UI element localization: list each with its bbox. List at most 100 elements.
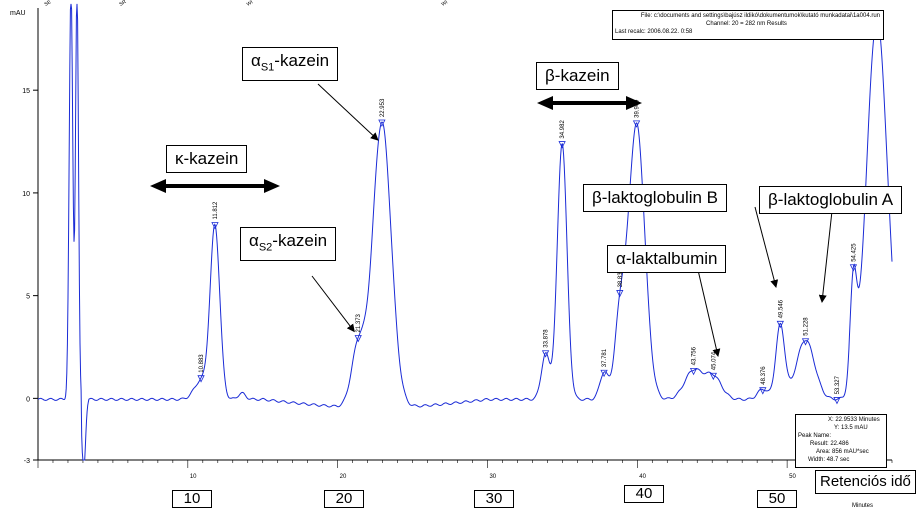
y-tick-label: 10: [22, 191, 30, 198]
cursor-y: Y: 13.5 mAU: [834, 425, 868, 431]
label-as1-main: α: [251, 51, 261, 70]
peak-label: 21.373: [356, 313, 362, 332]
peak-marker: [197, 375, 205, 383]
peak-marker: [801, 338, 810, 346]
x-box-10: 10: [172, 490, 212, 508]
x-box-50: 50: [757, 490, 797, 508]
peak-label: 38.831: [618, 268, 624, 287]
x-tick-label: 20: [340, 474, 347, 480]
x-tick-label: 50: [789, 474, 796, 480]
label-as2-main: α: [249, 231, 259, 250]
cursor-info-box: X: 22.9533 Minutes Y: 13.5 mAU Peak Name…: [795, 414, 887, 468]
peak-label: 33.878: [544, 329, 550, 348]
chart-ticks: -3 0 5 10 15 10 20 30 40 50: [22, 88, 893, 480]
cursor-result: Result: 22.486: [810, 441, 849, 447]
label-alac-text: α-laktalbumin: [616, 249, 718, 268]
top-event-markers: SE SR WI WI: [43, 0, 448, 8]
peak-marker: [541, 350, 550, 358]
peak-marker: [632, 120, 641, 128]
y-axis-unit: mAU: [10, 10, 26, 17]
peak-label: 45.074: [711, 351, 717, 370]
peak-marker: [558, 141, 566, 149]
peak-label: 39.949: [635, 99, 641, 118]
peak-marker: [616, 290, 624, 298]
peak-marker: [759, 387, 767, 395]
peak-label: 48.376: [761, 366, 767, 385]
label-as1-sub: S1: [260, 61, 275, 74]
top-marker-label: SR: [118, 0, 127, 8]
top-marker-label: SE: [43, 0, 52, 8]
kappa-double-arrow-right-head: [264, 179, 280, 193]
label-blg-a: β-laktoglobulin A: [759, 186, 903, 214]
label-blg-b: β-laktoglobulin B: [583, 184, 728, 212]
beta-double-arrow-left-head: [537, 96, 553, 110]
x-tick-label: 40: [639, 474, 646, 480]
cursor-width: Width: 48.7 sec: [808, 457, 850, 463]
y-tick-label: 15: [22, 88, 30, 95]
peak-marker: [211, 222, 219, 230]
as2-arrow: [311, 275, 355, 333]
label-beta-text: β-kazein: [545, 66, 610, 85]
label-beta-casein: β-kazein: [536, 62, 619, 90]
run-info-box: File: c:\documents and settings\bajúsz i…: [612, 10, 884, 40]
y-tick-label: -3: [24, 458, 30, 465]
cursor-area: Area: 856 mAU*sec: [816, 449, 869, 455]
x-tick-label: 10: [190, 474, 197, 480]
peak-label: 37.781: [602, 348, 608, 367]
peak-marker: [833, 397, 841, 405]
alac-arrow: [697, 269, 721, 357]
blg-b-arrow: [754, 206, 779, 288]
label-kappa-text: κ-kazein: [175, 149, 239, 168]
peak-label: 10.883: [199, 354, 205, 373]
peak-marker: [689, 367, 698, 376]
run-info-file: File: c:\documents and settings\bajúsz i…: [640, 13, 880, 19]
peak-marker: [354, 335, 362, 343]
cursor-x: X: 22.9533 Minutes: [828, 417, 880, 423]
chart-axes: [37, 8, 892, 461]
annotation-arrows: [150, 83, 833, 357]
y-tick-label: 0: [26, 396, 30, 403]
label-kappa-casein: κ-kazein: [166, 145, 248, 173]
run-info-recalc: Last recalc: 2006.08.22. 0:58: [615, 29, 693, 35]
top-marker-label: WI: [441, 0, 449, 8]
peak-label: 11.812: [213, 201, 219, 220]
trace-line: [37, 3, 893, 461]
peak-marker: [849, 264, 858, 272]
label-as1-tail: -kazein: [274, 51, 330, 70]
beta-double-arrow-right-head: [626, 96, 642, 110]
top-marker-label: WI: [246, 0, 254, 8]
peak-label: 53.327: [835, 375, 841, 394]
blg-a-arrow: [818, 210, 833, 303]
run-info-channel: Channel: 20 = 282 nm Results: [706, 21, 787, 27]
label-as2-casein: αS2-kazein: [240, 227, 337, 262]
label-blg-b-text: β-laktoglobulin B: [592, 188, 719, 207]
label-as2-tail: -kazein: [272, 231, 328, 250]
label-blg-a-text: β-laktoglobulin A: [768, 190, 894, 209]
label-as2-sub: S2: [258, 241, 273, 254]
peak-label: 22.953: [380, 98, 386, 117]
peak-marker: [776, 320, 784, 329]
x-axis-unit: Minutes: [852, 503, 874, 509]
peak-label: 51.228: [804, 317, 810, 336]
peak-markers: 10.883 11.812 21.373 22.953 33.878 34.982 37.7…: [197, 98, 858, 405]
peak-label: 54.425: [851, 243, 857, 262]
peak-label: 49.546: [778, 299, 784, 318]
x-axis-title: Retenciós idő: [815, 470, 916, 494]
peak-label: 43.756: [692, 346, 698, 365]
cursor-peak-name: Peak Name:: [798, 433, 832, 439]
kappa-double-arrow-left-head: [150, 179, 166, 193]
peak-marker: [709, 372, 717, 381]
x-box-30: 30: [474, 490, 514, 508]
x-tick-label: 30: [489, 474, 496, 480]
peak-label: 34.982: [560, 120, 566, 139]
peak-marker: [378, 119, 386, 127]
peak-marker: [600, 369, 608, 378]
y-tick-label: 5: [26, 294, 30, 301]
chromatogram-trace: [37, 3, 893, 461]
label-as1-casein: αS1-kazein: [242, 47, 339, 82]
as1-arrow: [317, 83, 379, 141]
label-alpha-lactalbumin: α-laktalbumin: [607, 245, 727, 273]
x-box-20: 20: [324, 490, 364, 508]
x-box-40: 40: [624, 485, 664, 503]
